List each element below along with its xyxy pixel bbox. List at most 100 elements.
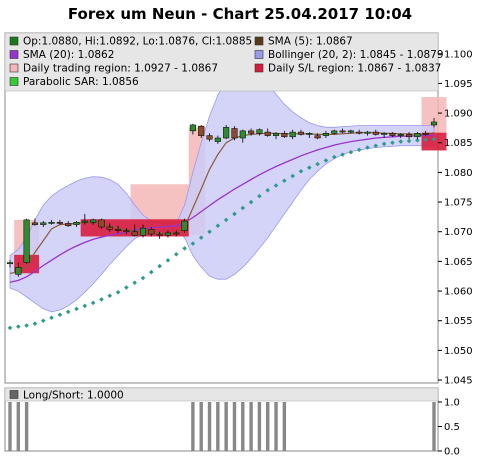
legend-entry: SMA (5): 1.0867 [254, 36, 353, 48]
y-tick-label: 1.065 [444, 257, 473, 268]
candle [139, 224, 147, 238]
long-short-legend-label: Long/Short: 1.0000 [23, 390, 124, 402]
legend-label: Op:1.0880, Hi:1.0892, Lo:1.0876, Cl:1.08… [23, 36, 252, 48]
candle [331, 129, 338, 135]
candle [223, 124, 230, 140]
sma20-series [9, 134, 434, 283]
legend-label: SMA (5): 1.0867 [268, 36, 353, 48]
candle [65, 221, 72, 227]
candle [289, 129, 296, 140]
y-tick-label: 1.090 [444, 109, 473, 120]
candle [189, 123, 196, 135]
candle [90, 218, 97, 225]
sar-point [132, 280, 137, 286]
candle [31, 218, 38, 226]
candle [364, 130, 371, 136]
candle [115, 225, 122, 233]
candle [372, 129, 379, 136]
long-short-bar [232, 402, 237, 451]
price-panel: 1.100 1.095 1.090 1.085 1.080 1.075 1.070 1.065… [4, 32, 473, 387]
long-short-legend: Long/Short: 1.0000 [9, 390, 124, 402]
long-short-legend-swatch [9, 390, 19, 399]
legend-entry: Daily trading region: 1.0927 - 1.0867 [9, 63, 218, 75]
candle [356, 129, 363, 135]
candle [206, 133, 213, 142]
long-short-bar [257, 402, 262, 451]
candle [256, 128, 263, 136]
candle [430, 117, 438, 128]
long-short-bar [24, 402, 29, 451]
candle [397, 133, 404, 138]
candle [347, 129, 354, 134]
sar-point [165, 257, 171, 263]
y-tick-label: 1.080 [444, 168, 473, 179]
candle [389, 132, 396, 137]
candle [106, 223, 113, 232]
legend-entry: SMA (20): 1.0862 [9, 49, 114, 61]
y-tick-label: 1.095 [444, 79, 473, 90]
candle [156, 231, 163, 239]
candle [73, 221, 80, 227]
candle [306, 132, 313, 138]
y-tick-label: 1.100 [444, 49, 473, 60]
candle [23, 218, 30, 264]
legend-label: Bollinger (20, 2): 1.0845 - 1.0879 [268, 49, 444, 61]
sma5-series [9, 132, 435, 274]
legend-swatch [9, 36, 19, 46]
y-tick-label: 1.045 [444, 376, 473, 387]
sar-point [40, 318, 46, 323]
ls-y-tick-label: 0.5 [444, 422, 460, 433]
candle [173, 230, 180, 237]
sar-point [398, 139, 404, 144]
legend-box [4, 32, 439, 92]
long-short-bar [191, 402, 195, 451]
sar-point [290, 173, 295, 179]
long-short-bar [216, 402, 220, 451]
legend-label: SMA (20): 1.0862 [23, 49, 114, 61]
legend-entry: Op:1.0880, Hi:1.0892, Lo:1.0876, Cl:1.08… [9, 36, 252, 48]
long-short-bar [266, 402, 270, 451]
candle [56, 219, 63, 225]
price-y-axis: 1.100 1.095 1.090 1.085 1.080 1.075 1.070 1.065… [438, 49, 473, 387]
legend: Op:1.0880, Hi:1.0892, Lo:1.0876, Cl:1.08… [9, 36, 444, 88]
sar-point [265, 187, 270, 193]
long-short-bar [249, 402, 253, 451]
candle [98, 218, 105, 229]
sar-point [74, 306, 79, 312]
y-tick-label: 1.055 [444, 316, 473, 327]
long-short-bar [274, 402, 278, 451]
sl-region [421, 132, 447, 151]
sar-point [115, 289, 121, 295]
sar-point [157, 263, 162, 269]
ls-y-tick-label: 1.0 [444, 398, 460, 409]
candle [239, 129, 246, 143]
candle [314, 133, 321, 140]
candle [148, 226, 155, 237]
sar-point [140, 275, 146, 281]
candle-series [6, 117, 438, 277]
candle [6, 260, 14, 268]
sar-point [107, 293, 113, 299]
candle [248, 128, 255, 136]
candle [40, 221, 47, 227]
sar-point [307, 165, 312, 170]
legend-swatch [254, 36, 264, 46]
y-tick-label: 1.060 [444, 287, 473, 298]
long-short-bar [432, 402, 436, 451]
y-tick-label: 1.070 [444, 227, 473, 238]
sar-point [298, 168, 304, 174]
candle [15, 262, 22, 277]
sar-point [406, 138, 412, 144]
legend-swatch [254, 50, 264, 59]
long-short-bar [224, 402, 228, 451]
chart-title: Forex um Neun - Chart 25.04.2017 10:04 [68, 5, 412, 23]
candle [297, 129, 305, 136]
legend-label: Parabolic SAR: 1.0856 [23, 76, 139, 88]
long-short-bar [16, 402, 21, 451]
candle [181, 218, 188, 233]
candle [422, 130, 429, 136]
sar-point [124, 285, 129, 290]
sar-point [82, 303, 88, 309]
candle [48, 219, 55, 225]
sar-point [331, 154, 337, 160]
